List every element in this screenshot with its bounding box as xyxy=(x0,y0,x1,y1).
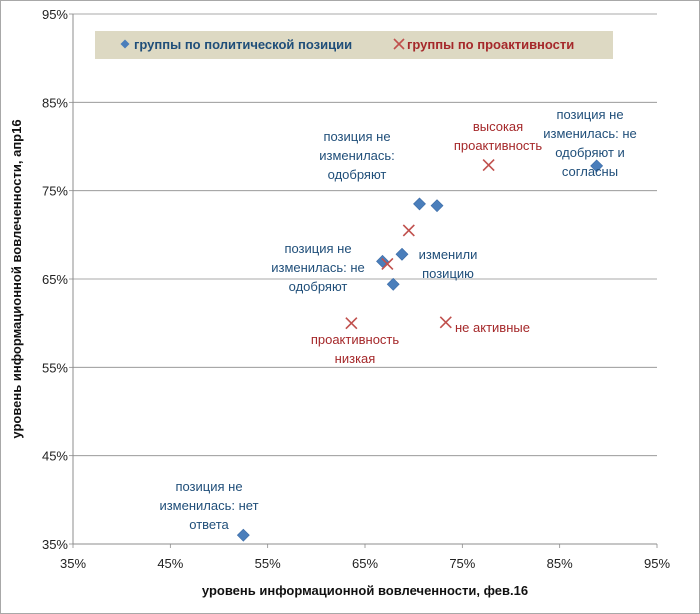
y-axis-title: уровень информационной вовлеченности, ап… xyxy=(9,119,24,438)
gridlines xyxy=(73,13,657,545)
point-annotations: позиция не изменилась: одобряют позиция не и… xyxy=(159,107,636,532)
x-point xyxy=(381,257,394,271)
x-tick-label: 45% xyxy=(157,556,183,571)
y-tick-label: 45% xyxy=(42,449,68,464)
diamond-point xyxy=(236,528,250,542)
diamond-point xyxy=(590,159,604,173)
annotation-label: проактивность низкая xyxy=(311,332,400,366)
annotation-label: изменили позицию xyxy=(419,247,478,281)
diamond-point xyxy=(376,254,389,268)
diamond-point xyxy=(413,197,426,211)
x-axis-title: уровень информационной вовлеченности, фе… xyxy=(202,583,528,598)
diamond-point xyxy=(395,247,409,261)
x-tick-label: 95% xyxy=(644,556,670,571)
y-tick-label: 75% xyxy=(42,184,68,199)
tick-labels: 35% 45% 55% 65% 75% 85% 95% 35% 45% 55% 65% 75% 85% 9… xyxy=(42,7,670,571)
x-tick-label: 65% xyxy=(352,556,378,571)
legend-marker-x xyxy=(393,38,405,50)
x-point xyxy=(402,224,415,237)
x-tick-label: 55% xyxy=(255,556,281,571)
x-tick-label: 35% xyxy=(60,556,86,571)
diamond-point xyxy=(386,277,400,291)
legend: группы по политической позиции группы по… xyxy=(120,37,574,52)
y-tick-label: 95% xyxy=(42,7,68,22)
x-tick-label: 75% xyxy=(449,556,475,571)
x-point xyxy=(345,317,358,330)
legend-label-series-2: группы по проактивности xyxy=(407,37,574,52)
x-point xyxy=(482,158,495,172)
diamond-point xyxy=(430,199,444,213)
x-tick-label: 85% xyxy=(547,556,573,571)
annotation-label: позиция не изменилась: одобряют xyxy=(319,129,395,182)
annotation-label: не активные xyxy=(455,320,530,335)
x-point xyxy=(439,316,452,329)
data-points xyxy=(236,158,604,542)
annotation-label: высокая проактивность xyxy=(454,119,543,153)
annotation-label: позиция не изменилась: не одобряют xyxy=(271,241,365,294)
annotation-label: позиция не изменилась: нет ответа xyxy=(159,479,258,532)
y-tick-label: 55% xyxy=(42,360,68,375)
legend-marker-diamond xyxy=(120,39,130,49)
legend-box xyxy=(95,31,613,59)
axes xyxy=(69,13,658,548)
y-tick-label: 85% xyxy=(42,95,68,110)
y-tick-label: 65% xyxy=(42,272,68,287)
y-tick-label: 35% xyxy=(42,537,68,552)
annotation-label: позиция не изменилась: не одобряют и соглас… xyxy=(543,107,637,179)
legend-label-series-1: группы по политической позиции xyxy=(134,37,352,52)
